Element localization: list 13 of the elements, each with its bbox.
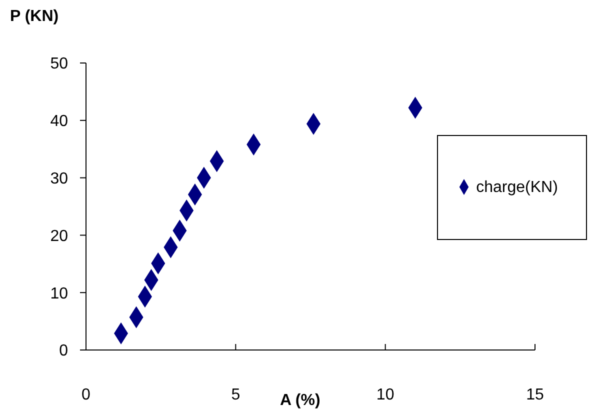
- y-axis-title: P (KN): [10, 8, 59, 26]
- x-tick-label: 15: [526, 386, 544, 404]
- y-tick-label: 50: [50, 56, 68, 73]
- legend-label: charge(KN): [476, 178, 558, 196]
- y-tick-label: 20: [50, 228, 68, 245]
- x-tick-label: 5: [231, 386, 240, 404]
- y-tick-label: 40: [50, 113, 68, 130]
- x-tick-label: 0: [82, 386, 91, 404]
- y-tick-label: 30: [50, 170, 68, 188]
- x-axis-title: A (%): [280, 392, 320, 410]
- x-tick-label: 10: [376, 386, 394, 404]
- y-tick-label: 0: [59, 342, 68, 360]
- y-tick-label: 10: [50, 285, 68, 302]
